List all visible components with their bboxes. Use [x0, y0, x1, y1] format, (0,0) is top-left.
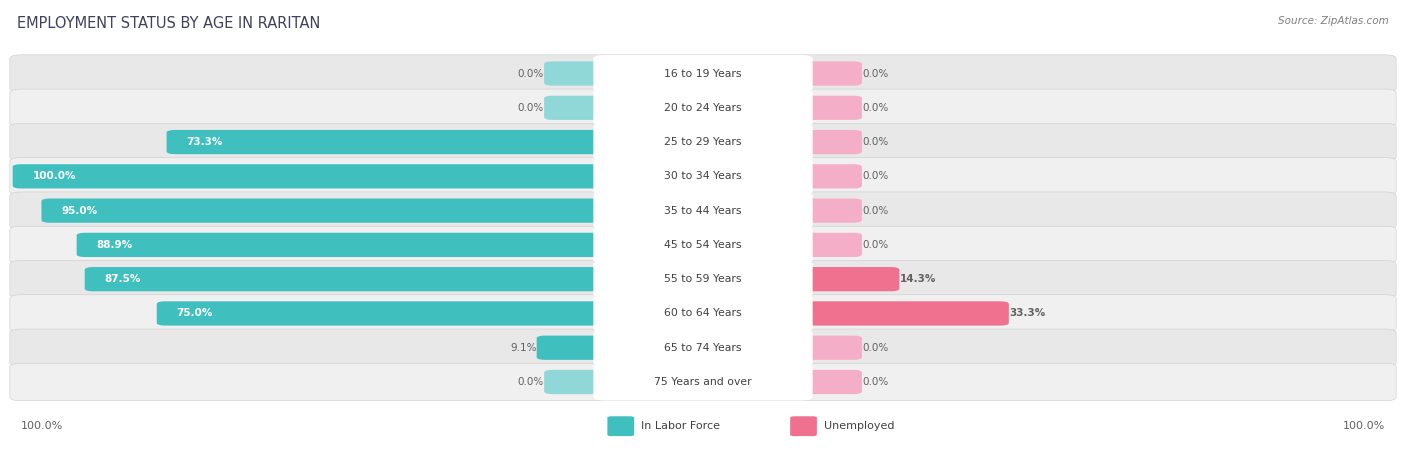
FancyBboxPatch shape — [10, 55, 1396, 92]
FancyBboxPatch shape — [800, 301, 1010, 326]
FancyBboxPatch shape — [800, 198, 862, 223]
FancyBboxPatch shape — [593, 226, 813, 263]
Text: 100.0%: 100.0% — [32, 171, 76, 181]
Text: 0.0%: 0.0% — [862, 103, 889, 113]
Text: 75 Years and over: 75 Years and over — [654, 377, 752, 387]
Text: 0.0%: 0.0% — [862, 377, 889, 387]
FancyBboxPatch shape — [593, 192, 813, 229]
Text: 0.0%: 0.0% — [517, 377, 544, 387]
FancyBboxPatch shape — [42, 198, 606, 223]
Text: 45 to 54 Years: 45 to 54 Years — [664, 240, 742, 250]
FancyBboxPatch shape — [537, 336, 606, 360]
FancyBboxPatch shape — [10, 329, 1396, 366]
FancyBboxPatch shape — [10, 364, 1396, 400]
FancyBboxPatch shape — [790, 416, 817, 436]
FancyBboxPatch shape — [166, 130, 606, 154]
Text: 88.9%: 88.9% — [97, 240, 132, 250]
FancyBboxPatch shape — [84, 267, 606, 291]
FancyBboxPatch shape — [593, 261, 813, 298]
FancyBboxPatch shape — [593, 364, 813, 400]
Text: 73.3%: 73.3% — [186, 137, 222, 147]
FancyBboxPatch shape — [77, 233, 606, 257]
Text: 9.1%: 9.1% — [510, 343, 537, 353]
Text: 95.0%: 95.0% — [62, 206, 97, 216]
FancyBboxPatch shape — [10, 226, 1396, 263]
FancyBboxPatch shape — [800, 370, 862, 394]
Text: 20 to 24 Years: 20 to 24 Years — [664, 103, 742, 113]
Text: 60 to 64 Years: 60 to 64 Years — [664, 308, 742, 318]
FancyBboxPatch shape — [544, 370, 606, 394]
FancyBboxPatch shape — [156, 301, 606, 326]
FancyBboxPatch shape — [607, 416, 634, 436]
FancyBboxPatch shape — [593, 295, 813, 332]
Text: 65 to 74 Years: 65 to 74 Years — [664, 343, 742, 353]
Text: In Labor Force: In Labor Force — [641, 421, 720, 431]
Text: EMPLOYMENT STATUS BY AGE IN RARITAN: EMPLOYMENT STATUS BY AGE IN RARITAN — [17, 16, 321, 31]
FancyBboxPatch shape — [593, 158, 813, 195]
FancyBboxPatch shape — [10, 158, 1396, 195]
Text: 75.0%: 75.0% — [177, 308, 212, 318]
FancyBboxPatch shape — [593, 89, 813, 126]
FancyBboxPatch shape — [13, 164, 606, 189]
FancyBboxPatch shape — [800, 267, 900, 291]
FancyBboxPatch shape — [800, 61, 862, 86]
FancyBboxPatch shape — [800, 96, 862, 120]
FancyBboxPatch shape — [10, 295, 1396, 332]
Text: 30 to 34 Years: 30 to 34 Years — [664, 171, 742, 181]
FancyBboxPatch shape — [800, 336, 862, 360]
Text: 16 to 19 Years: 16 to 19 Years — [664, 69, 742, 78]
Text: 0.0%: 0.0% — [862, 206, 889, 216]
Text: 0.0%: 0.0% — [862, 171, 889, 181]
Text: Source: ZipAtlas.com: Source: ZipAtlas.com — [1278, 16, 1389, 26]
Text: 0.0%: 0.0% — [862, 343, 889, 353]
FancyBboxPatch shape — [593, 124, 813, 161]
Text: 100.0%: 100.0% — [1343, 421, 1385, 431]
Text: 25 to 29 Years: 25 to 29 Years — [664, 137, 742, 147]
Text: Unemployed: Unemployed — [824, 421, 894, 431]
FancyBboxPatch shape — [800, 130, 862, 154]
Text: 14.3%: 14.3% — [900, 274, 936, 284]
FancyBboxPatch shape — [593, 55, 813, 92]
Text: 55 to 59 Years: 55 to 59 Years — [664, 274, 742, 284]
FancyBboxPatch shape — [593, 329, 813, 366]
Text: 0.0%: 0.0% — [862, 69, 889, 78]
FancyBboxPatch shape — [10, 124, 1396, 161]
Text: 87.5%: 87.5% — [104, 274, 141, 284]
Text: 35 to 44 Years: 35 to 44 Years — [664, 206, 742, 216]
FancyBboxPatch shape — [10, 192, 1396, 229]
Text: 0.0%: 0.0% — [517, 103, 544, 113]
FancyBboxPatch shape — [10, 89, 1396, 126]
FancyBboxPatch shape — [800, 233, 862, 257]
Text: 100.0%: 100.0% — [21, 421, 63, 431]
Text: 0.0%: 0.0% — [862, 240, 889, 250]
Text: 33.3%: 33.3% — [1010, 308, 1045, 318]
Text: 0.0%: 0.0% — [517, 69, 544, 78]
FancyBboxPatch shape — [800, 164, 862, 189]
FancyBboxPatch shape — [544, 61, 606, 86]
FancyBboxPatch shape — [544, 96, 606, 120]
Text: 0.0%: 0.0% — [862, 137, 889, 147]
FancyBboxPatch shape — [10, 261, 1396, 298]
